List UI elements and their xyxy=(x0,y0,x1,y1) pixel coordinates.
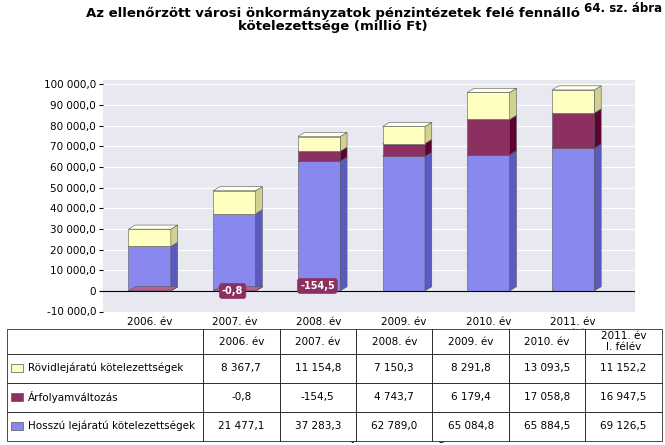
Text: 69 126,5: 69 126,5 xyxy=(600,421,646,431)
Polygon shape xyxy=(595,144,601,291)
Polygon shape xyxy=(552,109,601,113)
Polygon shape xyxy=(467,88,517,93)
Polygon shape xyxy=(298,147,347,151)
Bar xyxy=(298,137,340,151)
Polygon shape xyxy=(425,152,432,291)
Polygon shape xyxy=(340,157,347,291)
Polygon shape xyxy=(213,210,262,214)
Text: -0,8: -0,8 xyxy=(222,286,243,296)
Polygon shape xyxy=(382,152,432,156)
Polygon shape xyxy=(340,133,347,151)
Text: 21 477,1: 21 477,1 xyxy=(218,421,265,431)
Text: 17 058,8: 17 058,8 xyxy=(524,392,570,402)
Bar xyxy=(467,155,509,291)
Bar xyxy=(382,144,425,156)
Text: Árfolyamváltozás: Árfolyamváltozás xyxy=(28,391,118,403)
Text: 2008. év: 2008. év xyxy=(372,336,417,347)
Polygon shape xyxy=(128,287,178,291)
Polygon shape xyxy=(509,150,517,291)
Polygon shape xyxy=(171,225,178,247)
Bar xyxy=(382,156,425,291)
Text: Hosszú lejáratú kötelezettségek: Hosszú lejáratú kötelezettségek xyxy=(28,421,195,431)
Polygon shape xyxy=(552,86,601,90)
Polygon shape xyxy=(298,157,347,161)
Bar xyxy=(467,93,509,119)
Text: -154,5: -154,5 xyxy=(301,392,334,402)
Polygon shape xyxy=(298,133,347,137)
Text: 7 150,3: 7 150,3 xyxy=(374,363,414,373)
Bar xyxy=(382,126,425,144)
Polygon shape xyxy=(509,115,517,155)
Polygon shape xyxy=(255,186,262,214)
Bar xyxy=(298,151,340,161)
Polygon shape xyxy=(425,122,432,144)
Text: 65 884,5: 65 884,5 xyxy=(524,421,570,431)
Bar xyxy=(128,247,171,291)
Text: 16 947,5: 16 947,5 xyxy=(600,392,646,402)
Polygon shape xyxy=(509,88,517,119)
Polygon shape xyxy=(128,243,178,247)
Text: 13 093,5: 13 093,5 xyxy=(524,363,570,373)
Text: 2009. év: 2009. év xyxy=(448,336,493,347)
Bar xyxy=(552,148,595,291)
Text: Forrás: Az ellenőrzött önkormányzatok adatszolgáltatása: Forrás: Az ellenőrzött önkormányzatok ad… xyxy=(174,432,491,443)
Text: -0,8: -0,8 xyxy=(231,392,251,402)
Bar xyxy=(467,119,509,155)
Text: 2010. év: 2010. év xyxy=(525,336,570,347)
Text: 62 789,0: 62 789,0 xyxy=(371,421,418,431)
Polygon shape xyxy=(171,287,178,291)
Polygon shape xyxy=(213,287,262,291)
Text: 65 084,8: 65 084,8 xyxy=(448,421,493,431)
Polygon shape xyxy=(595,109,601,148)
Bar xyxy=(128,229,171,247)
Text: 11 154,8: 11 154,8 xyxy=(295,363,341,373)
Text: Rövidlejáratú kötelezettségek: Rövidlejáratú kötelezettségek xyxy=(28,363,184,373)
Polygon shape xyxy=(595,86,601,113)
Text: 11 152,2: 11 152,2 xyxy=(600,363,646,373)
Polygon shape xyxy=(128,225,178,229)
Text: 37 283,3: 37 283,3 xyxy=(295,421,341,431)
Bar xyxy=(213,191,255,214)
Text: kötelezettsége (millió Ft): kötelezettsége (millió Ft) xyxy=(237,20,428,33)
Text: 2006. év: 2006. év xyxy=(219,336,264,347)
Text: 8 367,7: 8 367,7 xyxy=(221,363,261,373)
Text: Az ellenőrzött városi önkormányzatok pénzintézetek felé fennálló: Az ellenőrzött városi önkormányzatok pén… xyxy=(86,7,579,20)
Polygon shape xyxy=(255,287,262,291)
Text: 2007. év: 2007. év xyxy=(295,336,340,347)
Bar xyxy=(552,113,595,148)
Bar xyxy=(213,214,255,291)
Text: 2011. év
I. félév: 2011. év I. félév xyxy=(600,331,646,352)
Polygon shape xyxy=(467,150,517,155)
Text: 8 291,8: 8 291,8 xyxy=(451,363,491,373)
Text: -154,5: -154,5 xyxy=(300,281,334,291)
Text: 4 743,7: 4 743,7 xyxy=(374,392,414,402)
Polygon shape xyxy=(467,115,517,119)
Polygon shape xyxy=(171,243,178,291)
Polygon shape xyxy=(382,139,432,144)
Polygon shape xyxy=(382,122,432,126)
Polygon shape xyxy=(255,210,262,291)
Polygon shape xyxy=(552,144,601,148)
Bar xyxy=(298,161,340,291)
Polygon shape xyxy=(213,186,262,191)
Text: 64. sz. ábra: 64. sz. ábra xyxy=(584,2,662,15)
Text: 6 179,4: 6 179,4 xyxy=(451,392,491,402)
Polygon shape xyxy=(340,147,347,161)
Polygon shape xyxy=(425,139,432,156)
Bar xyxy=(552,90,595,113)
